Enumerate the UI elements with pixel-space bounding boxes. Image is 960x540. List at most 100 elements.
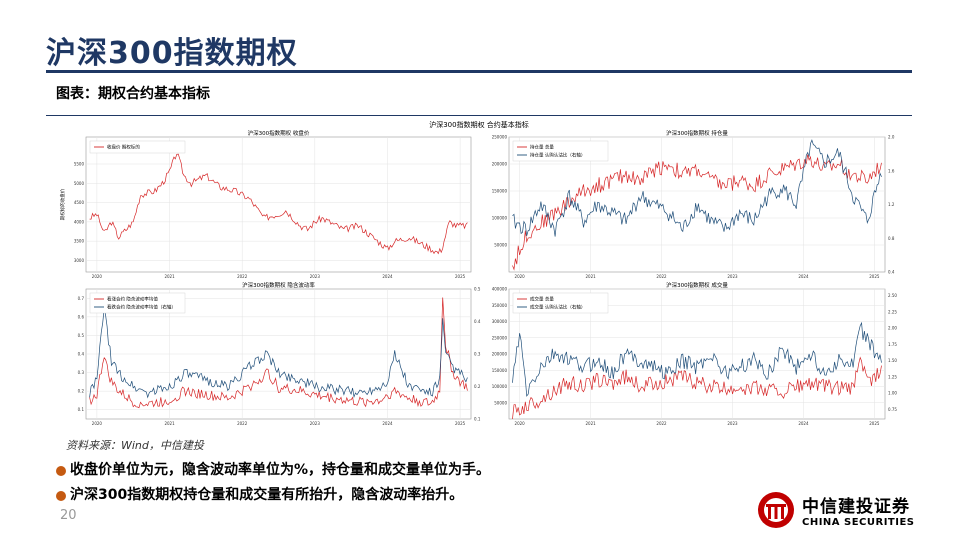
plot-area — [85, 136, 472, 273]
x-tick-label: 2024 — [798, 421, 809, 426]
y-tick-label: 0.3 — [78, 370, 85, 375]
company-logo: 中信建投证券 CHINA SECURITIES — [756, 488, 916, 532]
y-tick-label: 5500 — [74, 162, 85, 167]
series-line — [512, 154, 882, 271]
series-line — [89, 297, 468, 409]
logo-name-en: CHINA SECURITIES — [802, 517, 915, 528]
x-tick-label: 2020 — [515, 274, 526, 279]
y2-tick-label: 0.1 — [474, 417, 481, 422]
x-tick-label: 2022 — [237, 274, 248, 279]
y-tick-label: 0.5 — [78, 333, 85, 338]
legend-box — [512, 140, 609, 162]
y2-tick-label: 0.2 — [474, 384, 481, 389]
y2-tick-label: 1.6 — [888, 168, 895, 173]
page-number: 20 — [60, 508, 77, 523]
y-tick-label: 100000 — [492, 384, 508, 389]
x-tick-label: 2021 — [585, 421, 596, 426]
legend-label: 看跌合约 隐含波动率均值（右轴） — [107, 304, 176, 311]
chart-panel: 沪深300指数期权 收盘价 2020 2021 2022 2023 2024 2025 300… — [59, 129, 472, 279]
x-tick-label: 2021 — [164, 421, 175, 426]
y-tick-label: 0.4 — [78, 352, 85, 357]
y2-tick-label: 0.4 — [474, 319, 481, 324]
y-tick-label: 250000 — [492, 335, 508, 340]
y-tick-label: 50000 — [494, 243, 507, 248]
legend: 收盘价 期权标的 — [89, 140, 186, 154]
x-tick-label: 2023 — [727, 421, 738, 426]
source-note: 资料来源：Wind，中信建投 — [66, 439, 204, 452]
x-tick-label: 2025 — [455, 274, 466, 279]
y-tick-label: 4000 — [74, 219, 85, 224]
y-tick-label: 150000 — [492, 189, 508, 194]
y2-tick-label: 2.0 — [888, 135, 895, 140]
chart-title: 沪深300指数期权 成交量 — [666, 281, 728, 289]
x-tick-label: 2023 — [310, 421, 321, 426]
series-line — [512, 321, 882, 397]
y2-tick-label: 0.4 — [888, 270, 895, 275]
citic-logo-icon — [758, 492, 794, 528]
x-tick-label: 2025 — [455, 421, 466, 426]
y2-tick-label: 1.75 — [888, 342, 897, 347]
x-tick-label: 2024 — [798, 274, 809, 279]
y2-tick-label: 0.5 — [474, 287, 481, 292]
y2-tick-label: 1.2 — [888, 202, 895, 207]
y-tick-label: 200000 — [492, 352, 508, 357]
legend-box — [89, 140, 186, 154]
series-line — [89, 153, 468, 255]
y2-tick-label: 0.3 — [474, 352, 481, 357]
y-tick-label: 50000 — [494, 400, 507, 405]
y-tick-label: 0.1 — [78, 407, 85, 412]
bullet-text: 沪深300指数期权持仓量和成交量有所抬升，隐含波动率抬升。 — [70, 487, 464, 503]
chart-title: 沪深300指数期权 隐含波动率 — [242, 281, 315, 289]
y2-tick-label: 2.50 — [888, 293, 897, 298]
bullet-item: 沪深300指数期权持仓量和成交量有所抬升，隐含波动率抬升。 — [56, 483, 490, 508]
x-tick-label: 2020 — [515, 421, 526, 426]
chart-panel: 沪深300指数期权 成交量 2020 2021 2022 2023 2024 2025 500… — [492, 281, 898, 426]
y-tick-label: 0.6 — [78, 314, 85, 319]
series-line — [89, 308, 468, 399]
figure-suptitle: 沪深300指数期权 合约基本指标 — [429, 120, 529, 129]
y2-tick-label: 1.00 — [888, 391, 897, 396]
x-tick-label: 2025 — [869, 274, 880, 279]
bullet-dot-icon — [56, 490, 66, 501]
y-tick-label: 250000 — [492, 135, 508, 140]
bullet-list: 收盘价单位为元，隐含波动率单位为%，持仓量和成交量单位为手。 沪深300指数期权… — [56, 458, 490, 508]
x-tick-label: 2023 — [310, 274, 321, 279]
y-tick-label: 3000 — [74, 258, 85, 263]
x-tick-label: 2020 — [92, 274, 103, 279]
series-line — [512, 139, 882, 237]
title-divider — [46, 70, 912, 73]
y-tick-label: 300000 — [492, 319, 508, 324]
bullet-dot-icon — [56, 465, 66, 476]
chart-title: 沪深300指数期权 收盘价 — [248, 129, 310, 137]
x-tick-label: 2022 — [237, 421, 248, 426]
y-tick-label: 100000 — [492, 216, 508, 221]
bullet-item: 收盘价单位为元，隐含波动率单位为%，持仓量和成交量单位为手。 — [56, 458, 490, 483]
legend-label: 持仓量 认购认沽比（右轴） — [530, 152, 585, 159]
y-axis-label: 期权标的收盘价 — [59, 188, 66, 220]
legend-label: 持仓量 总量 — [530, 144, 554, 151]
y2-tick-label: 1.25 — [888, 374, 897, 379]
legend-box — [89, 292, 186, 314]
subtitle-divider — [46, 115, 912, 116]
y2-tick-label: 2.00 — [888, 326, 897, 331]
figure: 沪深300指数期权 合约基本指标 沪深300指数期权 收盘价 2020 2021 20… — [59, 120, 898, 426]
legend-label: 成交量 总量 — [530, 296, 554, 303]
x-tick-label: 2024 — [382, 421, 393, 426]
y-tick-label: 5000 — [74, 181, 85, 186]
chart-panel: 沪深300指数期权 持仓量 2020 2021 2022 2023 2024 2025 500… — [492, 129, 895, 279]
x-tick-label: 2021 — [585, 274, 596, 279]
y-tick-label: 3500 — [74, 239, 85, 244]
legend-label: 成交量 认购认沽比（右轴） — [530, 304, 585, 311]
x-tick-label: 2021 — [164, 274, 175, 279]
x-tick-label: 2020 — [92, 421, 103, 426]
legend-box — [512, 292, 609, 314]
y2-tick-label: 0.8 — [888, 236, 895, 241]
y-tick-label: 350000 — [492, 303, 508, 308]
chart-panel: 沪深300指数期权 隐含波动率 2020 2021 2022 2023 2024 2025 0… — [78, 281, 481, 426]
y2-tick-label: 1.50 — [888, 358, 897, 363]
x-tick-label: 2025 — [869, 421, 880, 426]
y-tick-label: 0.2 — [78, 389, 85, 394]
